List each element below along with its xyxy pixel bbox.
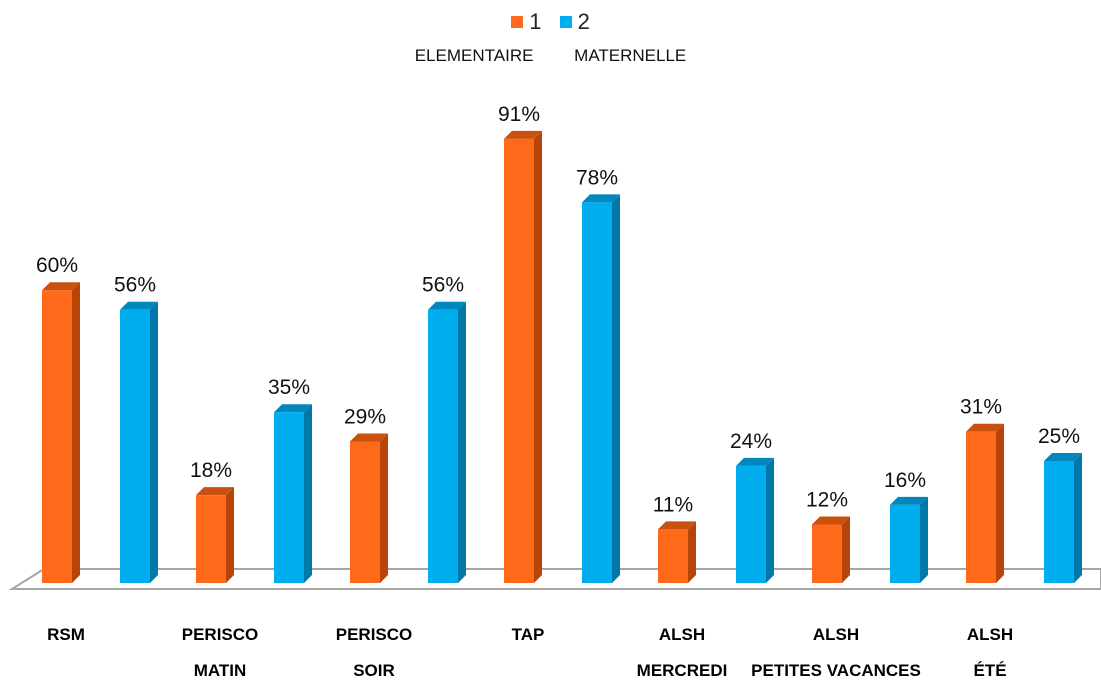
data-label-series-2-cat-3: 56% <box>422 274 464 297</box>
bar-top-series-2-cat-5 <box>736 457 774 466</box>
bar-series-1-cat-5 <box>658 529 688 583</box>
bar-side-series-2-cat-2 <box>304 404 312 583</box>
bar-top-series-1-cat-1 <box>42 282 80 291</box>
category-label-3-line-1: PERISCO <box>336 625 413 644</box>
bar-top-series-1-cat-6 <box>812 516 850 525</box>
bar-series-1-cat-1 <box>42 290 72 583</box>
bar-side-series-2-cat-5 <box>766 457 774 583</box>
bar-side-series-2-cat-6 <box>920 496 928 583</box>
data-label-series-1-cat-4: 91% <box>498 103 540 126</box>
data-label-series-2-cat-4: 78% <box>576 166 618 189</box>
data-label-series-1-cat-1: 60% <box>36 254 78 277</box>
bar-series-1-cat-7 <box>966 431 996 583</box>
legend-label-series-1: 1 <box>529 9 542 34</box>
bar-side-series-1-cat-5 <box>688 521 696 583</box>
category-label-3-line-2: SOIR <box>353 661 395 680</box>
bar-top-series-2-cat-7 <box>1044 453 1082 461</box>
bar-series-2-cat-3 <box>428 309 458 583</box>
bar-side-series-1-cat-4 <box>534 130 542 584</box>
bar-top-series-2-cat-2 <box>274 404 312 413</box>
category-label-7-line-1: ALSH <box>967 625 1013 644</box>
legend: 1 2 <box>0 8 1101 35</box>
bar-side-series-2-cat-3 <box>458 301 466 583</box>
bar-series-1-cat-4 <box>504 138 534 584</box>
bar-series-2-cat-5 <box>736 465 766 583</box>
legend-sublabels: ELEMENTAIRE MATERNELLE <box>0 46 1101 66</box>
bar-series-1-cat-6 <box>812 524 842 583</box>
legend-sublabel-elementaire: ELEMENTAIRE <box>414 46 534 65</box>
legend-swatch-series-2 <box>559 16 572 28</box>
bar-side-series-2-cat-1 <box>150 301 158 583</box>
bar-top-series-2-cat-3 <box>428 301 466 310</box>
data-label-series-2-cat-7: 25% <box>1038 425 1080 448</box>
bar-top-series-2-cat-4 <box>582 194 620 203</box>
bar-series-2-cat-7 <box>1044 461 1074 583</box>
bar-series-2-cat-6 <box>890 504 920 583</box>
category-label-6-line-2: PETITES VACANCES <box>751 661 921 680</box>
bar-series-1-cat-2 <box>196 495 226 583</box>
bar-series-1-cat-3 <box>350 441 380 583</box>
legend-sublabel-maternelle: MATERNELLE <box>574 46 687 65</box>
bar-top-series-1-cat-4 <box>504 130 542 139</box>
data-label-series-2-cat-2: 35% <box>268 376 310 399</box>
category-label-6-line-1: ALSH <box>813 625 859 644</box>
category-label-2-line-2: MATIN <box>194 661 247 680</box>
category-label-1-line-1: RSM <box>47 625 85 644</box>
category-label-5-line-2: MERCREDI <box>637 661 728 680</box>
chart-floor <box>8 568 1101 590</box>
bar-top-series-1-cat-2 <box>196 487 234 496</box>
bar-side-series-1-cat-6 <box>842 516 850 583</box>
data-label-series-2-cat-1: 56% <box>114 274 156 297</box>
data-label-series-2-cat-6: 16% <box>884 469 926 492</box>
bar-side-series-1-cat-1 <box>72 282 80 583</box>
legend-item-series-1: 1 <box>511 9 541 35</box>
data-label-series-1-cat-5: 11% <box>653 493 693 516</box>
bar-side-series-1-cat-2 <box>226 487 234 583</box>
bar-series-2-cat-1 <box>120 309 150 583</box>
bar-top-series-1-cat-7 <box>966 423 1004 432</box>
bar-side-series-1-cat-7 <box>996 423 1004 583</box>
bar-side-series-2-cat-7 <box>1074 453 1082 583</box>
data-label-series-1-cat-6: 12% <box>806 488 848 511</box>
bar-side-series-1-cat-3 <box>380 433 388 583</box>
data-label-series-1-cat-7: 31% <box>960 396 1002 419</box>
legend-swatch-series-1 <box>511 16 524 28</box>
category-label-7-line-2: ÉTÉ <box>973 661 1006 680</box>
data-label-series-1-cat-3: 29% <box>344 405 386 428</box>
bar-side-series-2-cat-4 <box>612 194 620 584</box>
bar-top-series-1-cat-3 <box>350 433 388 442</box>
bar-series-2-cat-4 <box>582 202 612 584</box>
category-label-5-line-1: ALSH <box>659 625 705 644</box>
bar-top-series-2-cat-6 <box>890 496 928 505</box>
category-label-2-line-1: PERISCO <box>182 625 259 644</box>
bar-series-2-cat-2 <box>274 412 304 583</box>
data-label-series-1-cat-2: 18% <box>190 459 232 482</box>
legend-item-series-2: 2 <box>559 9 590 35</box>
data-label-series-2-cat-5: 24% <box>730 430 772 453</box>
bar-top-series-2-cat-1 <box>120 301 158 310</box>
legend-label-series-2: 2 <box>577 9 590 34</box>
bar-top-series-1-cat-5 <box>658 521 696 530</box>
category-label-4-line-1: TAP <box>512 625 545 644</box>
